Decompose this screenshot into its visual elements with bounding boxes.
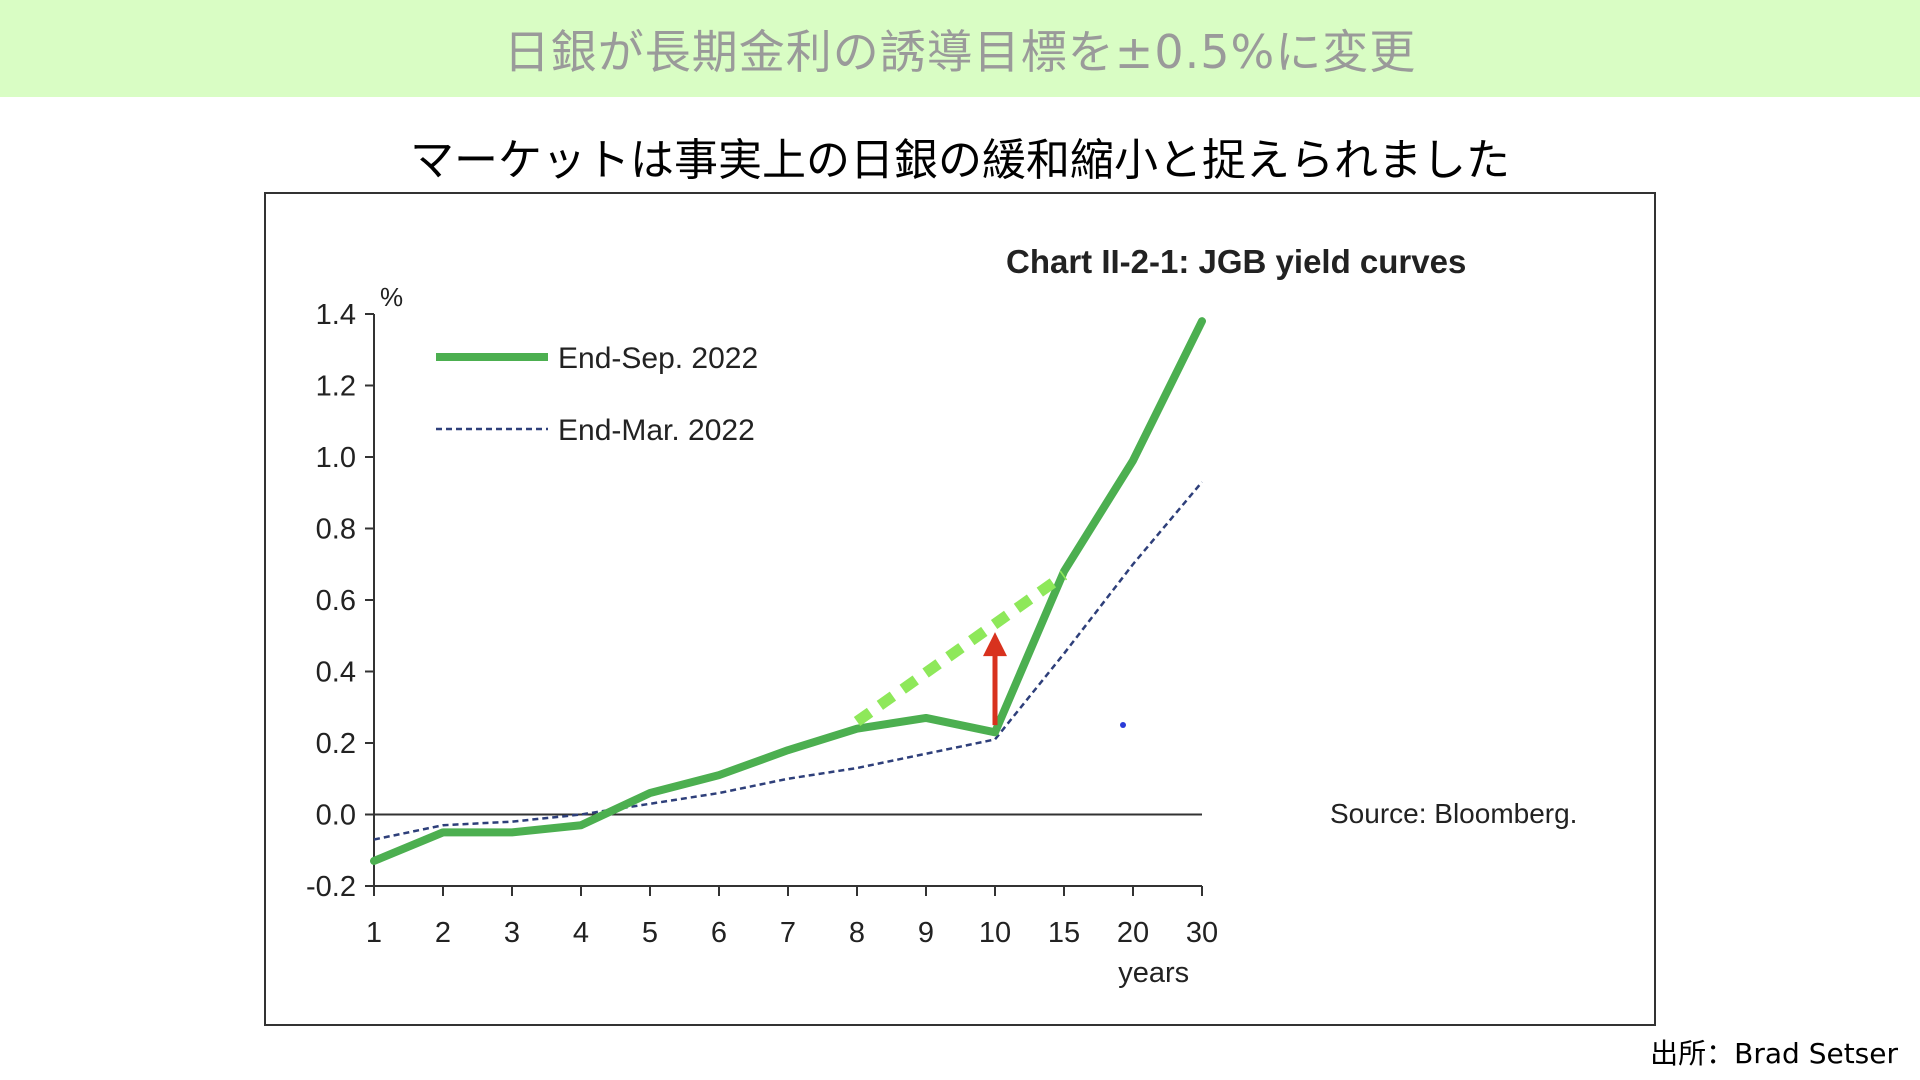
y-tick-label: 0.0 bbox=[316, 800, 356, 832]
y-axis-unit-label: % bbox=[380, 282, 403, 312]
y-tick-label: 1.0 bbox=[316, 442, 356, 474]
x-tick-label: 9 bbox=[918, 917, 934, 949]
arrow-head bbox=[983, 632, 1007, 657]
x-tick-label: 1 bbox=[366, 917, 382, 949]
x-tick-label: 7 bbox=[780, 917, 796, 949]
y-tick-label: 0.2 bbox=[316, 728, 356, 760]
stray-dot bbox=[1120, 722, 1126, 728]
x-tick-label: 5 bbox=[642, 917, 658, 949]
source-credit: 出所：Brad Setser bbox=[1650, 1037, 1898, 1070]
y-tick-label: 1.2 bbox=[316, 371, 356, 403]
x-tick-label: 20 bbox=[1117, 917, 1149, 949]
y-tick-label: 0.8 bbox=[316, 514, 356, 546]
y-tick-label: 1.4 bbox=[316, 299, 356, 331]
title-banner: 日銀が長期金利の誘導目標を±0.5%に変更 bbox=[0, 0, 1920, 97]
x-tick-label: 6 bbox=[711, 917, 727, 949]
x-tick-label: 8 bbox=[849, 917, 865, 949]
series-line-end-sep-2022 bbox=[370, 317, 1206, 865]
x-tick-label: 15 bbox=[1048, 917, 1080, 949]
page-subtitle: マーケットは事実上の日銀の緩和縮小と捉えられました bbox=[410, 135, 1510, 186]
chart-frame: Chart II-2-1: JGB yield curves% 1.4 1.2 1.0… bbox=[264, 192, 1656, 1026]
x-tick-label: 10 bbox=[979, 917, 1011, 949]
x-tick-label: 3 bbox=[504, 917, 520, 949]
series-line-end-mar-2022 bbox=[373, 481, 1203, 841]
y-tick-label: -0.2 bbox=[306, 871, 356, 903]
chart-source-note: Source: Bloomberg. bbox=[1330, 798, 1577, 829]
x-tick-label: 4 bbox=[573, 917, 589, 949]
page-title: 日銀が長期金利の誘導目標を±0.5%に変更 bbox=[503, 24, 1417, 79]
y-tick-label: 0.4 bbox=[316, 657, 356, 689]
x-tick-label: 30 bbox=[1186, 917, 1218, 949]
y-tick-label: 0.6 bbox=[316, 585, 356, 617]
chart-title: Chart II-2-1: JGB yield curves bbox=[1006, 243, 1466, 280]
yield-curve-chart: Chart II-2-1: JGB yield curves% 1.4 1.2 1.0… bbox=[306, 243, 1577, 989]
highlight-dashed-line bbox=[853, 570, 1068, 727]
x-tick-label: 2 bbox=[435, 917, 451, 949]
x-axis-label: years bbox=[1118, 957, 1189, 989]
legend-label: End-Sep. 2022 bbox=[558, 342, 758, 375]
legend-label: End-Mar. 2022 bbox=[558, 414, 755, 447]
